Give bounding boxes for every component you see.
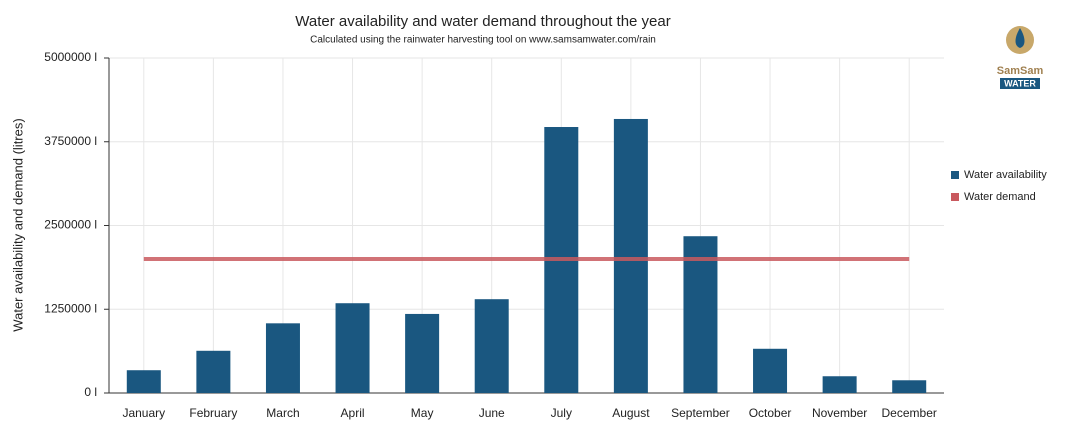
bar [405,313,440,393]
x-tick-label: June [479,406,505,420]
x-tick-label: March [266,406,299,420]
bar [474,299,509,393]
y-tick-label: 3750000 l [44,134,97,148]
legend-label: Water demand [964,191,1036,203]
bar [753,348,788,393]
y-tick-label: 0 l [84,385,97,399]
x-tick-label: November [812,406,867,420]
bar [265,323,300,393]
logo-band [1000,78,1040,89]
bar [335,303,370,393]
logo-text: SamSam [997,65,1044,77]
x-tick-label: December [882,406,937,420]
y-tick-label: 1250000 l [44,301,97,315]
x-tick-label: July [551,406,572,420]
legend-swatch [951,193,959,201]
legend-swatch [951,171,959,179]
x-tick-label: April [341,406,365,420]
y-tick-label: 5000000 l [44,50,97,64]
x-tick-label: August [612,406,650,420]
chart-title: Water availability and water demand thro… [295,13,671,30]
y-tick-label: 2500000 l [44,218,97,232]
logo-drop [1015,28,1025,48]
chart-subtitle: Calculated using the rainwater harvestin… [310,35,656,46]
bar [613,118,648,393]
bar [126,370,161,393]
bar [196,350,231,393]
bar [822,376,857,393]
bar [892,380,927,393]
x-tick-label: October [749,406,792,420]
x-tick-label: January [122,406,165,420]
x-tick-label: May [411,406,434,420]
legend-label: Water availability [964,169,1047,181]
bar [683,236,718,393]
y-axis-label: Water availability and demand (litres) [10,118,25,331]
x-tick-label: February [189,406,237,420]
logo-text: WATER [1004,78,1036,88]
x-tick-label: September [671,406,730,420]
logo: SamSam WATER [997,26,1044,89]
